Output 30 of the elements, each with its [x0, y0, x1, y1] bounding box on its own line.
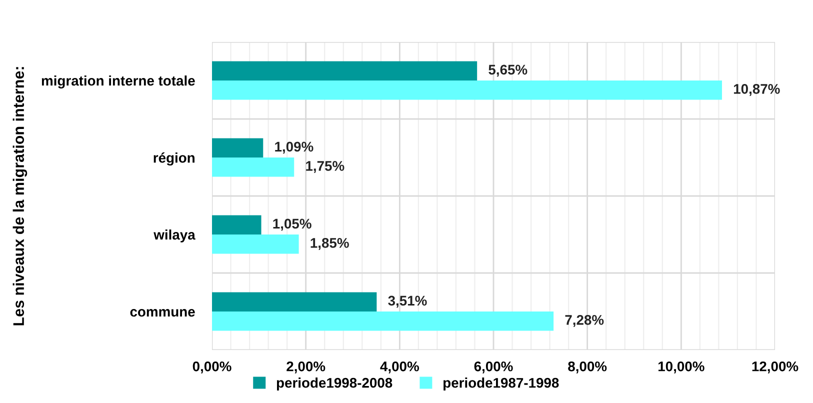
- data-label: 7,28%: [565, 315, 604, 327]
- data-label: 5,65%: [488, 64, 528, 77]
- x-tick-label: 8,00%: [568, 361, 607, 374]
- data-label: 1,75%: [306, 161, 344, 173]
- y-tick-label: région: [154, 152, 194, 166]
- bar: [212, 61, 478, 80]
- x-tick-label: 12,00%: [752, 361, 798, 374]
- y-tick-label: commune: [130, 309, 195, 317]
- x-tick-label: 2,00%: [286, 361, 326, 374]
- data-label: 1,85%: [310, 238, 349, 250]
- y-axis-title: Les niveaux de la migration interne:: [12, 67, 28, 326]
- bar: [212, 80, 722, 100]
- x-tick-label: 6,00%: [474, 361, 513, 374]
- bar: [212, 234, 299, 254]
- x-tick-label: 4,00%: [380, 361, 419, 374]
- bar: [212, 215, 262, 234]
- y-tick-label: migration interne totale: [42, 75, 195, 88]
- data-label: 10,87%: [734, 84, 780, 96]
- bar: [212, 158, 294, 177]
- bar: [212, 138, 264, 158]
- data-label: 1,09%: [275, 142, 314, 154]
- legend-label: periode1998-2008: [276, 378, 392, 390]
- y-tick-label: wilaya: [154, 229, 196, 242]
- x-tick-label: 10,00%: [658, 361, 704, 374]
- data-label: 3,51%: [388, 296, 427, 308]
- x-tick-label: 0,00%: [192, 361, 232, 374]
- bar: [212, 312, 554, 331]
- bar: [212, 292, 377, 312]
- data-label: 1,05%: [273, 218, 312, 231]
- legend-label: periode1987-1998: [444, 378, 559, 390]
